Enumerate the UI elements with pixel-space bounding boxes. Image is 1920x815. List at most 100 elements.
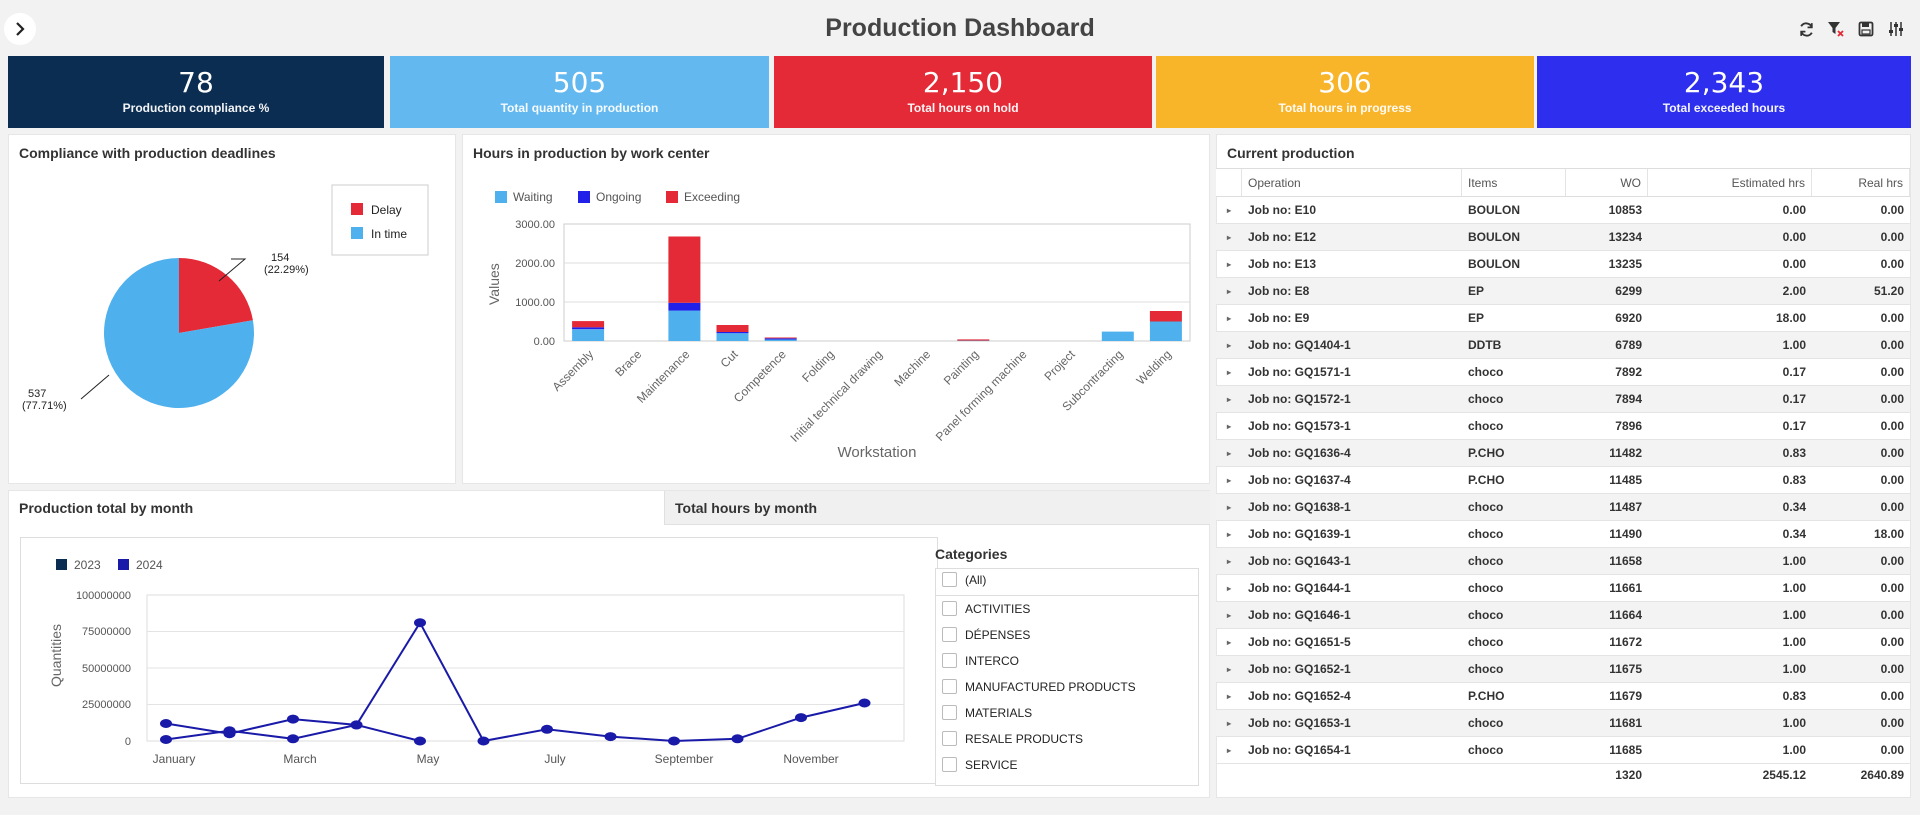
expand-row-icon[interactable]: ▸ [1226,502,1231,512]
line-point-2024[interactable] [541,724,553,734]
category-manufactured-products[interactable]: MANUFACTURED PRODUCTS [942,679,1136,694]
kpi-card-quantity[interactable]: 505 Total quantity in production [390,56,769,128]
table-row[interactable]: ▸ Job no: GQ1573-1 choco 7896 0.17 0.00 [1216,413,1910,440]
line-point-2024[interactable] [604,732,617,742]
tab-production-total[interactable]: Production total by month [19,500,194,516]
expand-row-icon[interactable]: ▸ [1226,610,1231,620]
col-operation[interactable]: Operation [1242,169,1462,196]
expand-row-icon[interactable]: ▸ [1226,259,1231,269]
line-point-2024[interactable] [795,713,807,723]
expand-row-icon[interactable]: ▸ [1226,421,1231,431]
expand-row-icon[interactable]: ▸ [1226,232,1231,242]
tab-total-hours[interactable]: Total hours by month [675,500,818,516]
line-point-2024[interactable] [160,719,172,728]
bar-exceeding-cut[interactable] [716,325,749,332]
expand-row-icon[interactable]: ▸ [1226,718,1231,728]
col-wo[interactable]: WO [1566,169,1648,196]
legend-label-waiting[interactable]: Waiting [513,190,553,204]
table-row[interactable]: ▸ Job no: E8 EP 6299 2.00 51.20 [1216,278,1910,305]
category-materials[interactable]: MATERIALS [942,705,1032,720]
checkbox[interactable] [942,679,957,694]
checkbox[interactable] [942,757,957,772]
category-service[interactable]: SERVICE [942,757,1017,772]
checkbox[interactable] [942,705,957,720]
bar-waiting-welding[interactable] [1149,321,1182,342]
expand-row-icon[interactable]: ▸ [1226,286,1231,296]
legend-label-in-time[interactable]: In time [371,227,407,241]
table-row[interactable]: ▸ Job no: GQ1404-1 DDTB 6789 1.00 0.00 [1216,332,1910,359]
col-estimated-hrs[interactable]: Estimated hrs [1648,169,1812,196]
checkbox[interactable] [942,627,957,642]
line-point-2024[interactable] [668,736,680,746]
bar-exceeding-competence[interactable] [764,337,797,339]
settings-button[interactable] [1886,19,1906,39]
table-row[interactable]: ▸ Job no: GQ1652-4 P.CHO 11679 0.83 0.00 [1216,683,1910,710]
expand-row-icon[interactable]: ▸ [1226,637,1231,647]
expand-row-icon[interactable]: ▸ [1226,691,1231,701]
table-row[interactable]: ▸ Job no: GQ1638-1 choco 11487 0.34 0.00 [1216,494,1910,521]
legend-label-ongoing[interactable]: Ongoing [596,190,641,204]
expand-row-icon[interactable]: ▸ [1226,745,1231,755]
kpi-card-exceeded[interactable]: 2,343 Total exceeded hours [1537,56,1911,128]
table-row[interactable]: ▸ Job no: E13 BOULON 13235 0.00 0.00 [1216,251,1910,278]
line-point-2024-prev[interactable] [223,726,236,736]
bar-waiting-maintenance[interactable] [668,310,701,341]
line-point-2024-prev[interactable] [414,736,426,746]
expand-row-icon[interactable]: ▸ [1226,205,1231,215]
table-row[interactable]: ▸ Job no: GQ1639-1 choco 11490 0.34 18.00 [1216,521,1910,548]
table-row[interactable]: ▸ Job no: GQ1652-1 choco 11675 1.00 0.00 [1216,656,1910,683]
col-real-hrs[interactable]: Real hrs [1812,169,1910,196]
line-point-2024-prev[interactable] [160,735,172,744]
table-row[interactable]: ▸ Job no: GQ1636-4 P.CHO 11482 0.83 0.00 [1216,440,1910,467]
expand-row-icon[interactable]: ▸ [1226,529,1231,539]
legend-label-exceeding[interactable]: Exceeding [684,190,740,204]
pie-slice-delay[interactable] [179,258,253,333]
table-row[interactable]: ▸ Job no: GQ1571-1 choco 7892 0.17 0.00 [1216,359,1910,386]
category-all[interactable]: (All) [942,572,986,587]
checkbox[interactable] [942,601,957,616]
line-point-2024[interactable] [858,698,871,708]
bar-ongoing-cut[interactable] [716,332,749,334]
kpi-card-on-hold[interactable]: 2,150 Total hours on hold [774,56,1152,128]
table-row[interactable]: ▸ Job no: GQ1653-1 choco 11681 1.00 0.00 [1216,710,1910,737]
table-row[interactable]: ▸ Job no: E9 EP 6920 18.00 0.00 [1216,305,1910,332]
nav-toggle-button[interactable] [4,13,36,45]
kpi-card-compliance[interactable]: 78 Production compliance % [8,56,384,128]
legend-label-2024[interactable]: 2024 [136,558,163,572]
expand-row-icon[interactable]: ▸ [1226,475,1231,485]
col-items[interactable]: Items [1462,169,1566,196]
table-row[interactable]: ▸ Job no: GQ1644-1 choco 11661 1.00 0.00 [1216,575,1910,602]
bar-exceeding-assembly[interactable] [572,321,605,328]
expand-row-icon[interactable]: ▸ [1226,583,1231,593]
bar-exceeding-maintenance[interactable] [668,236,701,303]
expand-row-icon[interactable]: ▸ [1226,313,1231,323]
line-point-2024[interactable] [477,736,490,746]
line-point-2024[interactable] [414,618,426,628]
checkbox[interactable] [942,653,957,668]
refresh-button[interactable] [1796,19,1816,39]
clear-filter-button[interactable] [1826,19,1846,39]
table-row[interactable]: ▸ Job no: GQ1646-1 choco 11664 1.00 0.00 [1216,602,1910,629]
line-point-2024[interactable] [287,714,299,724]
table-row[interactable]: ▸ Job no: GQ1651-5 choco 11672 1.00 0.00 [1216,629,1910,656]
bar-waiting-assembly[interactable] [572,329,605,341]
legend-label-2023[interactable]: 2023 [74,558,101,572]
bar-ongoing-assembly[interactable] [572,327,605,330]
expand-row-icon[interactable]: ▸ [1226,556,1231,566]
table-row[interactable]: ▸ Job no: E12 BOULON 13234 0.00 0.00 [1216,224,1910,251]
checkbox[interactable] [942,572,957,587]
category-activities[interactable]: ACTIVITIES [942,601,1030,616]
bar-waiting-cut[interactable] [716,333,749,341]
table-row[interactable]: ▸ Job no: E10 BOULON 10853 0.00 0.00 [1216,197,1910,224]
pie-slice-in-time[interactable] [103,258,254,408]
line-point-2024-prev[interactable] [350,720,363,730]
category-depenses[interactable]: DÉPENSES [942,627,1030,642]
expand-row-icon[interactable]: ▸ [1226,448,1231,458]
bar-exceeding-welding[interactable] [1149,311,1182,322]
legend-label-delay[interactable]: Delay [371,203,402,217]
table-row[interactable]: ▸ Job no: GQ1643-1 choco 11658 1.00 0.00 [1216,548,1910,575]
line-series-2024[interactable] [165,620,865,743]
checkbox[interactable] [942,731,957,746]
table-row[interactable]: ▸ Job no: GQ1637-4 P.CHO 11485 0.83 0.00 [1216,467,1910,494]
bar-ongoing-competence[interactable] [764,338,797,340]
